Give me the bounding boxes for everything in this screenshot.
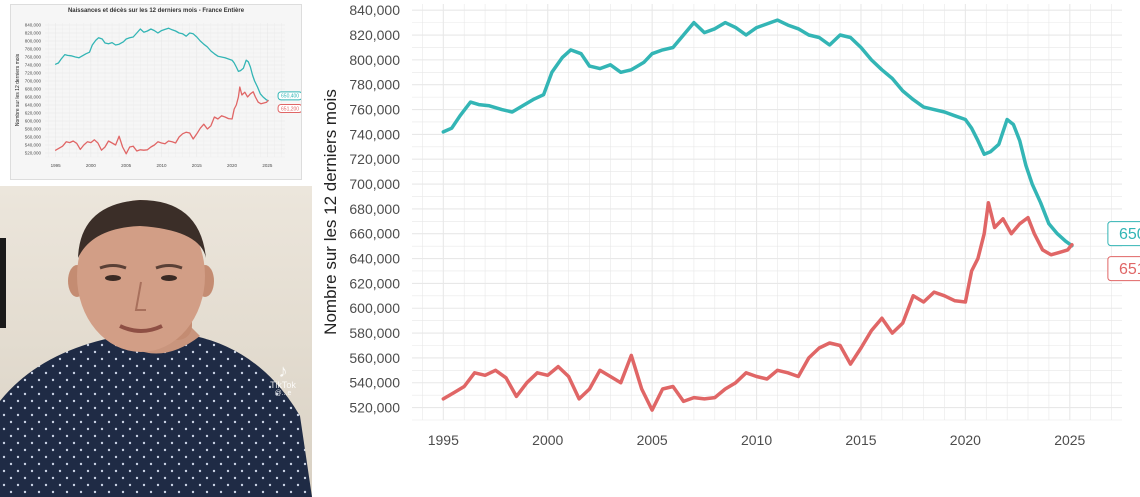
- x-tick-label: 2010: [741, 432, 772, 448]
- thumb-end-label-box: [277, 91, 301, 101]
- thumb-y-tick-label: 740,000: [25, 63, 42, 68]
- presenter-image: [0, 200, 312, 497]
- y-tick-label: 640,000: [349, 250, 400, 266]
- x-tick-label: 2025: [1054, 432, 1085, 448]
- y-tick-label: 820,000: [349, 27, 400, 43]
- x-tick-label: 2000: [532, 432, 563, 448]
- thumb-end-label-text: 651,200: [281, 106, 299, 112]
- thumb-x-tick-label: 1995: [51, 163, 62, 168]
- y-tick-label: 620,000: [349, 275, 400, 291]
- y-tick-label: 780,000: [349, 77, 400, 93]
- tiktok-logo-icon: ♪: [278, 361, 288, 381]
- thumb-y-tick-label: 540,000: [25, 143, 42, 148]
- x-tick-label: 2005: [637, 432, 668, 448]
- thumb-y-tick-label: 820,000: [25, 31, 42, 36]
- thumb-x-tick-label: 2020: [227, 163, 238, 168]
- y-tick-label: 720,000: [349, 151, 400, 167]
- y-axis-title: Nombre sur les 12 derniers mois: [321, 89, 340, 335]
- thumb-y-tick-label: 560,000: [25, 135, 42, 140]
- thumb-series-line-1: [54, 86, 269, 155]
- series-line-1: [441, 200, 1074, 412]
- watermark-text: TikTok: [270, 380, 296, 390]
- thumbnail-chart-title: Naissances et décès sur les 12 derniers …: [67, 8, 245, 14]
- tiktok-watermark: ♪ TikTok @...e: [266, 362, 300, 397]
- thumb-y-tick-label: 580,000: [25, 127, 42, 132]
- thumb-x-tick-label: 2025: [262, 163, 273, 168]
- thumb-y-tick-label: 640,000: [25, 103, 42, 108]
- end-label-1: 651,200: [1107, 256, 1140, 282]
- thumb-end-label-0: 650,400: [277, 91, 301, 101]
- thumb-y-tick-label: 660,000: [25, 95, 42, 100]
- thumb-y-tick-label: 780,000: [25, 47, 42, 52]
- left-panel: Naissances et décès sur les 12 derniers …: [0, 0, 312, 497]
- y-tick-label: 800,000: [349, 52, 400, 68]
- watermark-handle: @...e: [274, 390, 292, 397]
- thumb-y-tick-label: 840,000: [25, 23, 42, 28]
- thumb-end-label-box: [277, 104, 301, 114]
- series-line-0: [441, 18, 1074, 248]
- thumb-y-tick-label: 680,000: [25, 87, 42, 92]
- thumb-series-line-0: [54, 27, 269, 102]
- thumb-y-tick-label: 620,000: [25, 111, 42, 116]
- thumb-y-tick-label: 720,000: [25, 71, 42, 76]
- y-tick-label: 560,000: [349, 350, 400, 366]
- thumb-end-label-1: 651,200: [277, 104, 301, 114]
- end-label-text: 651,200: [1119, 261, 1140, 278]
- y-tick-label: 700,000: [349, 176, 400, 192]
- thumb-end-label-text: 650,400: [281, 94, 299, 100]
- x-tick-label: 2020: [950, 432, 981, 448]
- y-tick-label: 840,000: [349, 2, 400, 18]
- end-label-0: 650,400: [1107, 221, 1140, 247]
- thumb-x-tick-label: 2015: [192, 163, 203, 168]
- end-label-text: 650,400: [1119, 226, 1140, 243]
- y-tick-label: 680,000: [349, 201, 400, 217]
- gridlines: [412, 4, 1122, 421]
- thumb-x-tick-label: 2010: [156, 163, 167, 168]
- y-tick-label: 580,000: [349, 325, 400, 341]
- thumb-y-tick-label: 760,000: [25, 55, 42, 60]
- end-label-box: [1107, 256, 1140, 282]
- thumbnail-chart: Naissances et décès sur les 12 derniers …: [10, 4, 302, 180]
- x-tick-label: 2015: [845, 432, 876, 448]
- end-label-box: [1107, 221, 1140, 247]
- thumb-gridlines: [45, 23, 285, 158]
- y-tick-label: 540,000: [349, 375, 400, 391]
- thumb-y-tick-label: 800,000: [25, 39, 42, 44]
- main-chart: 520,000 540,000 560,000 580,000 600,000 620,0…: [321, 2, 1140, 448]
- thumb-y-axis-title: Nombre sur les 12 derniers mois: [15, 53, 21, 126]
- y-tick-label: 600,000: [349, 300, 400, 316]
- y-tick-label: 760,000: [349, 101, 400, 117]
- x-tick-label: 1995: [428, 432, 459, 448]
- y-tick-label: 520,000: [349, 399, 400, 415]
- y-tick-label: 660,000: [349, 226, 400, 242]
- y-tick-label: 740,000: [349, 126, 400, 142]
- thumb-x-tick-label: 2000: [86, 163, 97, 168]
- thumb-x-tick-label: 2005: [121, 163, 132, 168]
- thumb-y-tick-label: 520,000: [25, 151, 42, 156]
- webcam-video: ♪ TikTok @...e: [0, 186, 312, 497]
- thumb-y-tick-label: 700,000: [25, 79, 42, 84]
- background-shadow: [0, 238, 6, 328]
- thumb-y-tick-label: 600,000: [25, 119, 42, 124]
- thumbnail-chart-plot: 520,000 540,000 560,000 580,000 600,000 620,0…: [15, 23, 301, 168]
